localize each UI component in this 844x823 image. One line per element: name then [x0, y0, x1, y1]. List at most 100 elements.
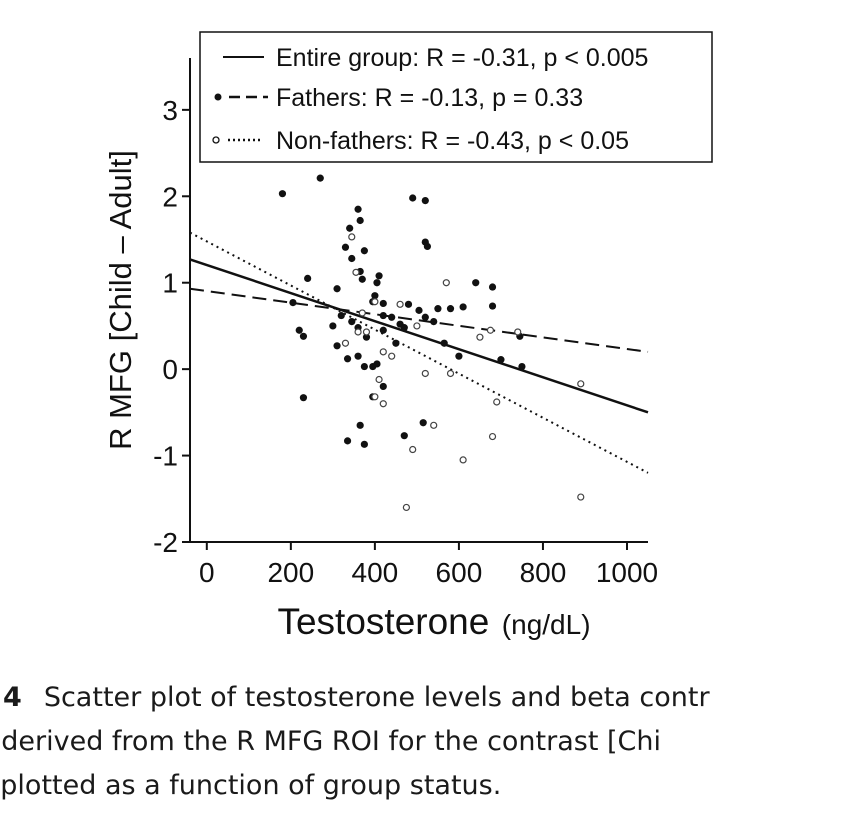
fathers-data-point — [392, 339, 400, 347]
fathers-data-point — [379, 299, 387, 308]
fathers-data-point — [356, 216, 364, 225]
fathers-data-point — [379, 311, 387, 320]
legend-filled-circle-marker — [214, 93, 222, 101]
x-tick-label: 0 — [199, 557, 215, 588]
fathers-data-point — [400, 432, 408, 440]
fathers-data-point — [409, 194, 417, 202]
data-points — [278, 174, 585, 512]
fathers-data-point — [289, 298, 297, 307]
fathers-data-point — [329, 322, 337, 330]
legend-label: Entire group: R = -0.31, p < 0.005 — [276, 44, 648, 72]
non-fathers-data-point — [341, 339, 350, 347]
fathers-data-point — [455, 352, 463, 360]
y-tick-label: 2 — [162, 181, 178, 212]
x-axis-title-main: Testosterone — [277, 601, 489, 642]
fathers-data-point — [358, 275, 366, 283]
fathers-data-point — [379, 326, 387, 334]
fathers-data-point — [360, 247, 368, 255]
legend: Entire group: R = -0.31, p < 0.005 Fathe… — [199, 31, 713, 163]
fathers-data-point — [354, 205, 362, 213]
caption-line: re 4 Scatter plot of testosterone levels … — [0, 676, 844, 720]
fathers-data-point — [400, 324, 408, 332]
fathers-data-point — [348, 318, 356, 326]
y-axis-title: R MFG [Child – Adult] — [103, 150, 138, 450]
fathers-data-point — [404, 300, 413, 308]
fathers-data-point — [362, 333, 371, 341]
fit-line-fathers — [189, 287, 649, 353]
non-fathers-data-point — [402, 503, 410, 512]
y-tick-label: 0 — [162, 354, 178, 385]
non-fathers-data-point — [388, 352, 396, 360]
x-tick-label: 400 — [352, 557, 399, 588]
fathers-data-point — [348, 254, 356, 263]
fathers-data-point — [419, 419, 427, 427]
plot-axes — [189, 58, 648, 543]
non-fathers-data-point — [371, 298, 379, 306]
non-fathers-data-point — [577, 380, 585, 388]
legend-item-fathers: Fathers: R = -0.13, p = 0.33 — [214, 84, 583, 112]
fathers-data-point — [354, 352, 362, 360]
fathers-data-point — [337, 311, 345, 320]
fathers-data-point — [278, 190, 287, 198]
fathers-data-point — [421, 313, 429, 321]
non-fathers-data-point — [421, 369, 429, 378]
x-tick-label: 600 — [436, 557, 483, 588]
fathers-data-point — [440, 339, 448, 347]
fathers-data-point — [316, 174, 324, 182]
non-fathers-data-point — [577, 493, 585, 501]
non-fathers-data-point — [348, 233, 356, 241]
caption-text: es derived from the R MFG ROI for the co… — [0, 726, 662, 757]
fathers-data-point — [472, 279, 480, 287]
fathers-data-point — [459, 303, 467, 311]
fathers-data-point — [341, 243, 350, 251]
fathers-data-point — [343, 437, 352, 445]
caption-line: es derived from the R MFG ROI for the co… — [0, 720, 844, 764]
fit-lines — [189, 231, 649, 474]
caption-text: Scatter plot of testosterone levels and … — [43, 682, 710, 713]
fathers-data-point — [333, 342, 341, 350]
y-tick-label: -1 — [153, 441, 178, 472]
non-fathers-data-point — [413, 322, 421, 330]
non-fathers-data-point — [354, 328, 362, 336]
non-fathers-data-point — [375, 375, 383, 384]
caption-figure-label: re 4 — [0, 682, 22, 713]
x-axis-title-unit: (ng/dL) — [502, 609, 591, 640]
non-fathers-data-point — [379, 348, 387, 356]
x-tick-label: 200 — [267, 557, 314, 588]
fathers-data-point — [488, 283, 497, 291]
non-fathers-data-point — [362, 328, 371, 336]
x-tick-label: 1000 — [596, 557, 658, 588]
fathers-data-point — [295, 326, 303, 334]
fathers-data-point — [299, 332, 308, 340]
x-ticks: 0 200 400 600 800 1000 — [199, 542, 658, 588]
non-fathers-data-point — [442, 279, 450, 287]
y-ticks: -2 -1 0 1 2 3 — [153, 95, 190, 558]
fathers-data-point — [415, 306, 423, 314]
fathers-data-point — [423, 242, 432, 251]
non-fathers-data-point — [352, 268, 360, 276]
x-axis-title: Testosterone (ng/dL) — [277, 601, 590, 642]
fathers-data-point — [434, 305, 442, 313]
fathers-data-point — [343, 355, 352, 363]
x-tick-label: 800 — [520, 557, 567, 588]
non-fathers-data-point — [514, 328, 522, 336]
fathers-data-point — [373, 279, 381, 287]
fathers-data-point — [421, 197, 429, 205]
non-fathers-data-point — [358, 309, 366, 317]
fathers-data-point — [360, 362, 368, 371]
fathers-data-point — [304, 274, 312, 282]
non-fathers-data-point — [476, 333, 484, 341]
non-fathers-data-point — [396, 300, 404, 308]
legend-open-circle-marker — [212, 136, 220, 144]
fathers-data-point — [373, 360, 381, 368]
non-fathers-data-point — [409, 445, 417, 454]
non-fathers-data-point — [446, 369, 455, 378]
non-fathers-data-point — [459, 456, 467, 464]
non-fathers-data-point — [371, 393, 379, 401]
y-tick-label: -2 — [153, 527, 178, 558]
non-fathers-data-point — [493, 398, 501, 406]
fathers-data-point — [371, 292, 379, 300]
non-fathers-data-point — [379, 400, 387, 408]
fathers-data-point — [488, 302, 497, 310]
fathers-data-point — [356, 421, 364, 429]
